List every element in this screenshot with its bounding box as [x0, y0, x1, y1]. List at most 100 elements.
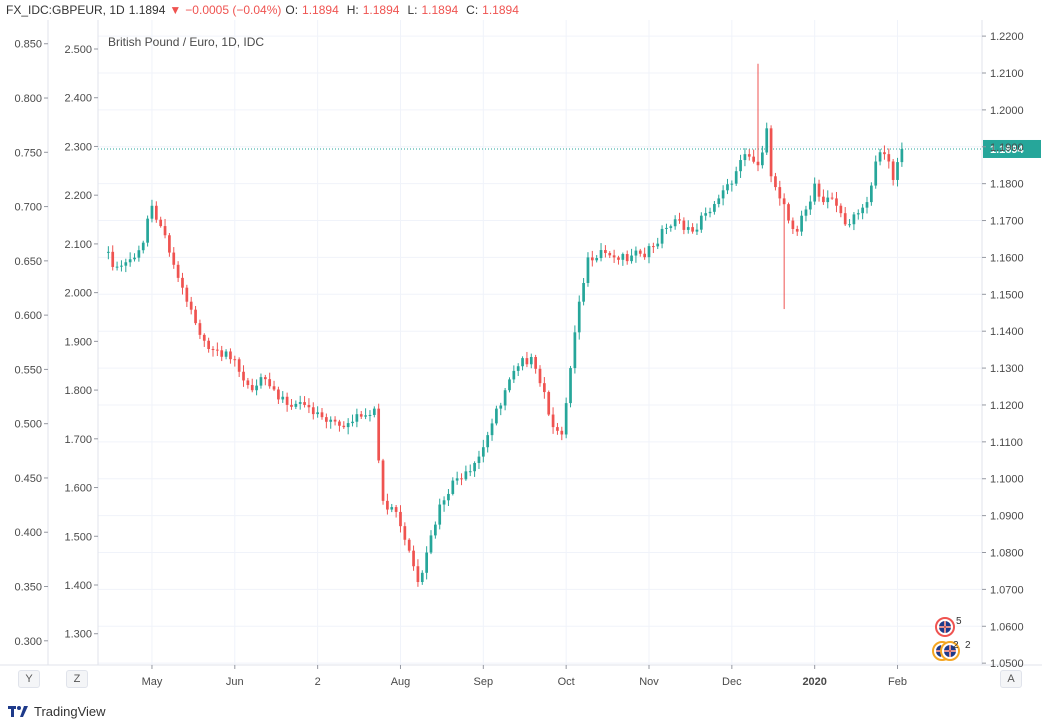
- candle: [185, 284, 189, 307]
- candle-body: [298, 402, 302, 404]
- candle: [739, 154, 742, 178]
- candle-body: [468, 471, 472, 473]
- candle-body: [229, 351, 232, 360]
- candle-body: [708, 211, 712, 214]
- candle: [412, 545, 415, 571]
- low-key: L:: [407, 3, 418, 17]
- candle: [386, 493, 389, 515]
- candle-body: [220, 350, 224, 357]
- candle: [490, 418, 494, 441]
- candle-body: [573, 332, 577, 369]
- left-axis-tick-label: 0.500: [14, 419, 42, 431]
- candle: [534, 354, 537, 374]
- open-key: O:: [285, 3, 299, 17]
- candle: [172, 247, 176, 269]
- candle: [516, 363, 520, 377]
- uk-flag-icon[interactable]: [935, 617, 955, 637]
- candle-body: [625, 254, 629, 262]
- symbol-label[interactable]: FX_IDC:GBPEUR, 1D: [6, 3, 125, 17]
- candle: [220, 345, 224, 362]
- candle-body: [630, 255, 633, 262]
- candle: [582, 277, 585, 306]
- candle: [551, 407, 555, 434]
- candle: [111, 245, 115, 271]
- candle-body: [856, 213, 860, 215]
- candle-body: [146, 218, 149, 243]
- candle-body: [464, 471, 468, 480]
- price-chart[interactable]: 1.1894 1.2200 1.2100 1.2000 1.1900 1.1800 1.1…: [0, 0, 1042, 697]
- candle-body: [320, 412, 324, 418]
- candle-body: [137, 250, 141, 258]
- candle: [455, 471, 459, 485]
- candle-body: [202, 334, 206, 341]
- candle-body: [281, 396, 285, 400]
- candle: [137, 245, 141, 262]
- left-axis-tick-label: 2.400: [64, 93, 92, 105]
- x-axis-tick-label: Nov: [639, 676, 659, 688]
- candle: [447, 489, 450, 506]
- candle: [255, 379, 258, 396]
- tradingview-logo-icon: [8, 706, 28, 717]
- right-axis-tick-label: 1.1200: [990, 400, 1024, 412]
- candle-body: [765, 128, 769, 153]
- candle: [181, 272, 184, 295]
- candle-body: [490, 423, 494, 436]
- x-axis-tick-label: 2020: [802, 676, 826, 688]
- candle: [704, 207, 708, 221]
- candle: [277, 386, 280, 404]
- candle: [211, 346, 215, 357]
- candle-body: [185, 287, 189, 302]
- candle: [246, 377, 250, 389]
- last-price-tag: [983, 139, 1041, 158]
- candle-body: [612, 255, 616, 258]
- candle-body: [686, 227, 690, 230]
- candle: [782, 193, 786, 310]
- right-axis-tick-label: 1.2100: [990, 68, 1024, 80]
- candle: [325, 413, 328, 429]
- candle: [599, 243, 603, 262]
- candle: [124, 258, 128, 273]
- auto-scale-button[interactable]: A: [1000, 670, 1022, 688]
- candle-body: [682, 220, 686, 230]
- candle-body: [259, 377, 263, 386]
- candle-body: [835, 198, 838, 206]
- candle: [839, 203, 843, 218]
- candle-body: [233, 359, 237, 361]
- left-axis-tick-label: 0.750: [14, 147, 42, 159]
- candle: [198, 319, 202, 340]
- uk-flag-icon[interactable]: [940, 641, 960, 661]
- candle: [355, 408, 359, 428]
- candle: [638, 248, 642, 257]
- candle: [604, 245, 607, 258]
- candle-body: [730, 183, 734, 185]
- candle: [822, 189, 825, 205]
- candle: [682, 217, 686, 235]
- brand-text[interactable]: TradingView: [34, 703, 106, 719]
- z-axis-button[interactable]: Z: [66, 670, 88, 688]
- candle-body: [124, 262, 128, 266]
- candle: [660, 225, 664, 249]
- candle-body: [442, 500, 446, 505]
- candle: [434, 521, 437, 539]
- candle: [625, 250, 629, 265]
- candle: [752, 149, 755, 164]
- candle: [656, 237, 660, 250]
- candle: [311, 402, 315, 420]
- candle: [176, 261, 180, 283]
- candle: [377, 403, 381, 464]
- candle-body: [481, 447, 485, 457]
- candle-body: [774, 176, 777, 188]
- candle-body: [429, 535, 433, 553]
- candle: [399, 505, 402, 533]
- right-axis-tick-label: 1.0800: [990, 548, 1024, 560]
- candle-body: [817, 183, 821, 197]
- candle-body: [699, 215, 703, 230]
- y-axis-button[interactable]: Y: [18, 670, 40, 688]
- right-axis-tick-label: 1.1600: [990, 252, 1024, 264]
- candle: [233, 355, 237, 367]
- change-text: −0.0005 (−0.04%): [185, 3, 282, 17]
- candle-body: [782, 198, 786, 205]
- candle-body: [577, 301, 581, 333]
- candle: [503, 388, 507, 411]
- candle: [883, 145, 886, 160]
